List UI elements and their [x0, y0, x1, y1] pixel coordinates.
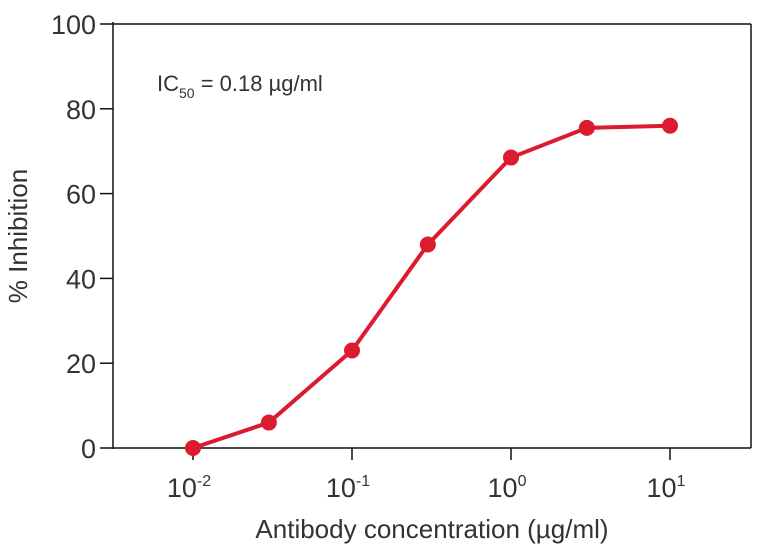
- ic50-annotation: IC50 = 0.18 µg/ml: [157, 71, 323, 101]
- x-tick-label: 10-1: [326, 473, 370, 503]
- data-point: [260, 414, 277, 431]
- x-tick-label: 10-2: [167, 473, 211, 503]
- x-axis-title: Antibody concentration (µg/ml): [255, 514, 608, 544]
- y-tick-label: 20: [66, 349, 96, 379]
- y-tick-label: 40: [66, 264, 96, 294]
- x-tick-label: 100: [488, 473, 527, 503]
- plot-frame: [112, 22, 752, 449]
- x-axis-ticks: 10-2 10-1 100 101: [167, 448, 686, 503]
- ic50-subscript: 50: [179, 85, 195, 101]
- y-axis-title: % Inhibition: [3, 169, 33, 303]
- data-series: [185, 117, 678, 456]
- y-axis-ticks: 0 20 40 60 80 100: [51, 10, 113, 464]
- data-point: [185, 440, 201, 456]
- data-point: [578, 119, 595, 136]
- y-tick-label: 80: [66, 95, 96, 125]
- data-point: [419, 236, 436, 253]
- ic50-prefix: IC: [157, 71, 179, 96]
- y-tick-label: 100: [51, 10, 96, 40]
- ic50-suffix: = 0.18 µg/ml: [195, 71, 323, 96]
- x-tick-label: 101: [647, 473, 686, 503]
- data-point: [503, 149, 519, 166]
- y-tick-label: 60: [66, 180, 96, 210]
- series-line: [192, 123, 671, 450]
- data-point: [662, 117, 678, 134]
- data-point: [344, 342, 360, 359]
- y-tick-label: 0: [81, 434, 96, 464]
